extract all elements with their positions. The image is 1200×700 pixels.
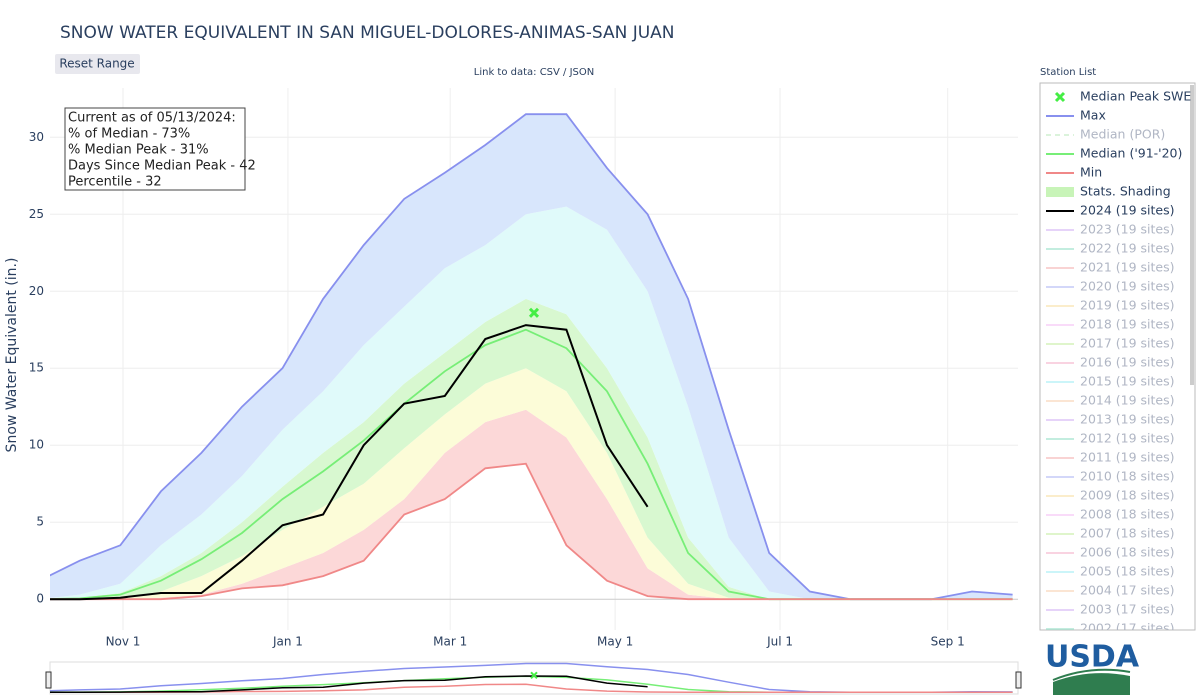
logo-swoosh-line	[1052, 668, 1131, 681]
legend-label[interactable]: 2012 (19 sites)	[1080, 431, 1175, 446]
reset-button[interactable]	[55, 54, 140, 74]
legend-symbol	[1054, 91, 1066, 103]
y-tick-label: 5	[36, 515, 44, 529]
y-tick-label: 20	[29, 284, 44, 298]
range-slider-plot	[50, 662, 1013, 693]
legend-label[interactable]: 2014 (19 sites)	[1080, 393, 1175, 408]
legend-label[interactable]: 2005 (18 sites)	[1080, 564, 1175, 579]
range-handle-right[interactable]	[1015, 671, 1022, 689]
stats-band	[50, 114, 1013, 600]
y-tick-label: 10	[29, 438, 44, 452]
chart-title: SNOW WATER EQUIVALENT IN SAN MIGUEL-DOLO…	[60, 23, 675, 43]
legend-label[interactable]: Stats. Shading	[1080, 184, 1171, 199]
median-peak-marker	[528, 307, 540, 318]
x-tick-label: May 1	[597, 635, 633, 649]
legend-label[interactable]: 2003 (17 sites)	[1080, 602, 1175, 617]
mini-peak-marker	[530, 671, 538, 679]
x-tick-label: Jul 1	[766, 635, 793, 649]
stats-band	[50, 206, 1013, 600]
legend-label[interactable]: 2024 (19 sites)	[1080, 203, 1175, 218]
legend-label[interactable]: 2016 (19 sites)	[1080, 355, 1175, 370]
data-link[interactable]: Link to data: CSV / JSON	[474, 67, 595, 78]
legend: Median Peak SWE Max Median (POR) Median ('9…	[1046, 89, 1191, 636]
legend-symbol	[1046, 187, 1074, 197]
legend-label[interactable]: Max	[1080, 108, 1106, 123]
y-axis-title: Snow Water Equivalent (in.)	[4, 258, 20, 453]
annotation-line: Days Since Median Peak - 42	[68, 159, 256, 174]
annotation-line: Current as of 05/13/2024:	[68, 111, 236, 126]
annotation: Current as of 05/13/2024:% of Median - 7…	[68, 111, 256, 190]
legend-label[interactable]: 2020 (19 sites)	[1080, 279, 1175, 294]
legend-label[interactable]: 2017 (19 sites)	[1080, 336, 1175, 351]
axes: Nov 1 Jan 1 Mar 1 May 1 Jul 1 Sep 1 0 5 10 15 20 25…	[29, 130, 965, 649]
x-tick-label: Sep 1	[931, 635, 965, 649]
legend-label[interactable]: 2010 (18 sites)	[1080, 469, 1175, 484]
x-tick-label: Mar 1	[433, 635, 467, 649]
plot-area	[50, 113, 1013, 601]
legend-label[interactable]: 2022 (19 sites)	[1080, 241, 1175, 256]
legend-label[interactable]: 2019 (19 sites)	[1080, 298, 1175, 313]
y-tick-label: 15	[29, 361, 44, 375]
legend-label[interactable]: 2015 (19 sites)	[1080, 374, 1175, 389]
legend-label[interactable]: Median ('91-'20)	[1080, 146, 1182, 161]
legend-label[interactable]: 2023 (19 sites)	[1080, 222, 1175, 237]
series-line	[50, 324, 649, 601]
legend-label[interactable]: 2007 (18 sites)	[1080, 526, 1175, 541]
stats-band	[50, 409, 1013, 600]
legend-label[interactable]: 2002 (17 sites)	[1080, 621, 1175, 636]
y-tick-label: 25	[29, 207, 44, 221]
logo-text: USDA	[1045, 640, 1140, 675]
annotation-box	[64, 107, 246, 191]
y-tick-label: 30	[29, 130, 44, 144]
legend-label[interactable]: 2008 (18 sites)	[1080, 507, 1175, 522]
usda-logo: USDA	[1045, 640, 1140, 695]
range-handle-left[interactable]	[45, 671, 52, 689]
legend-label[interactable]: 2011 (19 sites)	[1080, 450, 1175, 465]
legend-label[interactable]: 2013 (19 sites)	[1080, 412, 1175, 427]
series-line	[50, 462, 1013, 601]
stats-band	[50, 368, 1013, 600]
legend-scrollbar[interactable]	[1190, 85, 1194, 385]
logo-swoosh	[1053, 673, 1130, 695]
mini-line	[50, 675, 648, 693]
x-tick-label: Jan 1	[272, 635, 303, 649]
y-tick-label: 0	[36, 592, 44, 606]
range-slider[interactable]	[49, 661, 1019, 695]
legend-label[interactable]: 2006 (18 sites)	[1080, 545, 1175, 560]
legend-label[interactable]: 2009 (18 sites)	[1080, 488, 1175, 503]
annotation-line: % Median Peak - 31%	[68, 143, 209, 158]
legend-label[interactable]: Min	[1080, 165, 1102, 180]
legend-title: Station List	[1040, 67, 1096, 78]
x-tick-label: Nov 1	[106, 635, 141, 649]
legend-label[interactable]: Median (POR)	[1080, 127, 1165, 142]
legend-box	[1039, 82, 1196, 631]
legend-label[interactable]: 2021 (19 sites)	[1080, 260, 1175, 275]
annotation-line: Percentile - 32	[68, 175, 162, 190]
legend-label[interactable]: 2004 (17 sites)	[1080, 583, 1175, 598]
legend-label[interactable]: 2018 (19 sites)	[1080, 317, 1175, 332]
reset-label[interactable]: Reset Range	[59, 57, 134, 71]
legend-label[interactable]: Median Peak SWE	[1080, 89, 1191, 104]
annotation-line: % of Median - 73%	[68, 127, 190, 142]
